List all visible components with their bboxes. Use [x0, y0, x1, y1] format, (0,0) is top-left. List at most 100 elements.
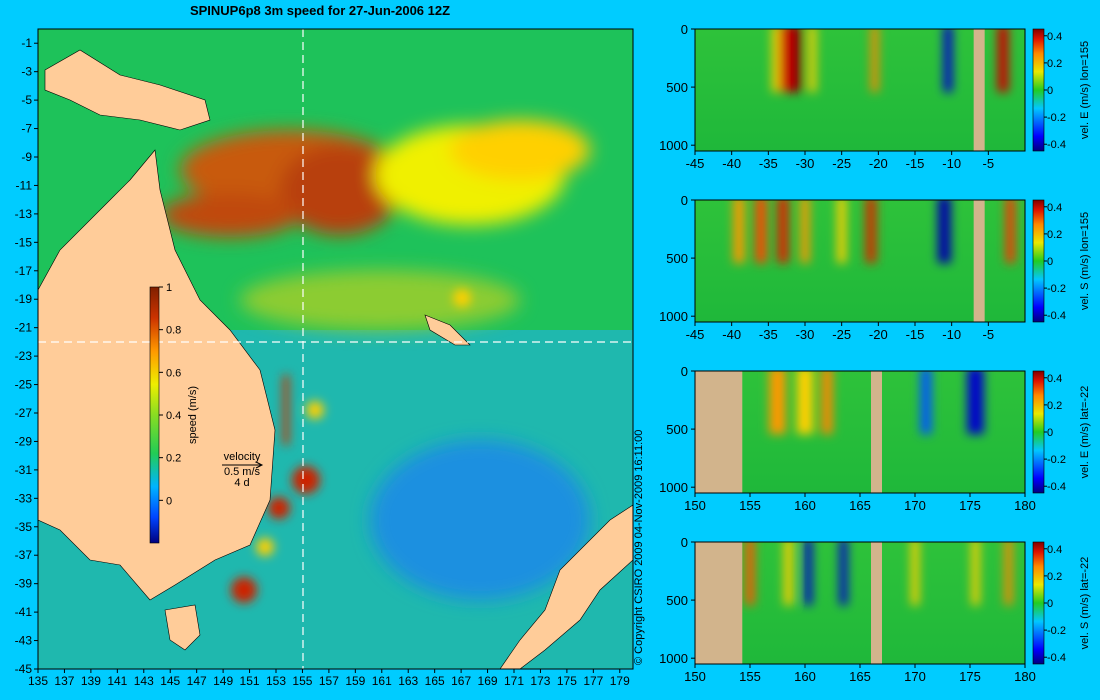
map-x-tick-label: 171: [504, 674, 524, 688]
section-x-tick-label: -30: [796, 327, 815, 342]
speed-map: 135 137 139 141 143 145 147 149 151 153 155 157 159 1…: [15, 28, 634, 688]
section-land: [695, 542, 743, 664]
section-ylabel: vel. E (m/s) lat=-22: [1079, 386, 1091, 479]
map-x-tick-label: 153: [266, 674, 286, 688]
section-velocity-core: [772, 29, 780, 93]
map-y-tick-label: -3: [21, 65, 32, 79]
section-velocity-core: [837, 200, 847, 264]
map-y-tick-label: -17: [15, 264, 33, 278]
section-colorbar: [1032, 541, 1045, 665]
map-y-tick-label: -37: [15, 548, 33, 562]
section-velocity-core: [967, 371, 984, 435]
section-ylabel: vel. S (m/s) lon=155: [1079, 212, 1091, 310]
section-colorbar-tick-label: -0.2: [1047, 625, 1066, 637]
section-features: [733, 200, 1015, 264]
section-x-tick-label: -5: [983, 156, 995, 171]
section-x-tick-label: -15: [906, 156, 925, 171]
section-frame: [694, 28, 1026, 152]
section-y-tick-label: 0: [681, 22, 688, 37]
section-colorbar-tick-label: 0.4: [1047, 31, 1062, 43]
section-features: [745, 542, 1013, 606]
section-colorbar: [1032, 28, 1045, 152]
section-x-tick-label: 150: [684, 498, 706, 513]
section-field: [695, 29, 1025, 151]
section-colorbar-tick-label: 0.4: [1047, 202, 1062, 214]
section-x-tick-label: -15: [906, 327, 925, 342]
section-x-tick-label: 155: [739, 498, 761, 513]
section-y-tick-label: 1000: [659, 309, 688, 324]
section-x-tick-label: 155: [739, 669, 761, 684]
map-y-tick-label: -25: [15, 378, 33, 392]
section-colorbar-tick-label: -0.4: [1047, 310, 1066, 322]
map-y-tick-label: -23: [15, 349, 33, 363]
map-y-tick-label: -21: [15, 321, 33, 335]
map-x-tick-label: 167: [451, 674, 471, 688]
section-velocity-core: [937, 200, 951, 264]
section-colorbar-tick-label: 0: [1047, 598, 1053, 610]
section-velocity-core: [777, 200, 789, 264]
section-colorbar-tick-label: 0.4: [1047, 544, 1062, 556]
section-velocity-core: [808, 29, 816, 93]
section-colorbar-tick-label: 0: [1047, 85, 1053, 97]
section-y-tick-label: 1000: [659, 138, 688, 153]
section-x-tick-label: 165: [849, 669, 871, 684]
speed-colorbar: [149, 286, 160, 544]
section-colorbar-tick-label: -0.4: [1047, 481, 1066, 493]
section-colorbar-tick-label: -0.2: [1047, 454, 1066, 466]
section-colorbar: [1032, 199, 1045, 323]
section-velocity-core: [755, 200, 767, 264]
copyright-notice: © Copyright CSIRO 2009 04-Nov-2009 16:11…: [633, 429, 645, 665]
section-x-tick-label: 175: [959, 669, 981, 684]
section-velocity-core: [943, 29, 953, 93]
map-x-tick-label: 137: [54, 674, 74, 688]
map-x-tick-label: 179: [610, 674, 630, 688]
map-x-tick-label: 141: [107, 674, 127, 688]
section-x-tick-label: -20: [869, 156, 888, 171]
map-x-tick-label: 155: [292, 674, 312, 688]
map-x-tick-label: 135: [28, 674, 48, 688]
section-ylabel: vel. S (m/s) lat=-22: [1079, 557, 1091, 650]
section-x-tick-label: 180: [1014, 498, 1036, 513]
map-x-tick-label: 139: [81, 674, 101, 688]
map-x-tick-label: 165: [425, 674, 445, 688]
speed-colorbar-ticks: 1 0.8 0.6 0.4 0.2 0: [159, 282, 181, 507]
section-velocity-core: [793, 29, 803, 93]
section-y-tick-label: 500: [666, 80, 688, 95]
section-x-tick-label: -25: [832, 156, 851, 171]
section-y-tick-label: 1000: [659, 651, 688, 666]
speed-field-fast-currents: [160, 120, 590, 600]
section-y-tick-label: 0: [681, 535, 688, 550]
section-colorbar-tick-label: -0.4: [1047, 139, 1066, 151]
section-y-tick-label: 500: [666, 251, 688, 266]
section-velocity-core: [911, 542, 919, 606]
map-x-tick-label: 159: [345, 674, 365, 688]
section-velocity-core: [745, 542, 755, 606]
speed-field-eddies: [231, 289, 471, 603]
section-velocity-core: [796, 371, 814, 435]
section-panel-2: -45 -40 -35 -30 -25 -20 -15 -10 -5 0 500 1000 0.4 0.2…: [659, 193, 1091, 342]
section-colorbar-tick-label: 0: [1047, 427, 1053, 439]
section-field: [695, 200, 1025, 322]
section-velocity-core: [800, 200, 810, 264]
section-colorbar: [1032, 370, 1045, 494]
section-colorbar-tick-label: 0.2: [1047, 400, 1062, 412]
map-x-tick-label: 157: [319, 674, 339, 688]
section-x-tick-label: -20: [869, 327, 888, 342]
section-velocity-core: [733, 200, 745, 264]
section-x-tick-label: -35: [759, 327, 778, 342]
section-colorbar-tick-label: 0: [1047, 256, 1053, 268]
section-colorbar-tick-label: 0.2: [1047, 571, 1062, 583]
section-velocity-core: [871, 29, 879, 93]
speed-colorbar-label: speed (m/s): [187, 386, 199, 444]
map-y-tick-label: -35: [15, 520, 33, 534]
map-x-tick-label: 143: [134, 674, 154, 688]
section-colorbar-tick-label: 0.4: [1047, 373, 1062, 385]
section-panel-4: 150 155 160 165 170 175 180 0 500 1000 0.4 0.2 0 -0.2…: [659, 535, 1091, 684]
section-velocity-core: [769, 371, 786, 435]
section-velocity-core: [804, 542, 813, 606]
map-y-tick-label: -19: [15, 292, 33, 306]
section-velocity-core: [1004, 542, 1013, 606]
map-frame: [37, 28, 634, 670]
section-velocity-core: [784, 542, 793, 606]
land-new-caledonia: [424, 314, 471, 346]
